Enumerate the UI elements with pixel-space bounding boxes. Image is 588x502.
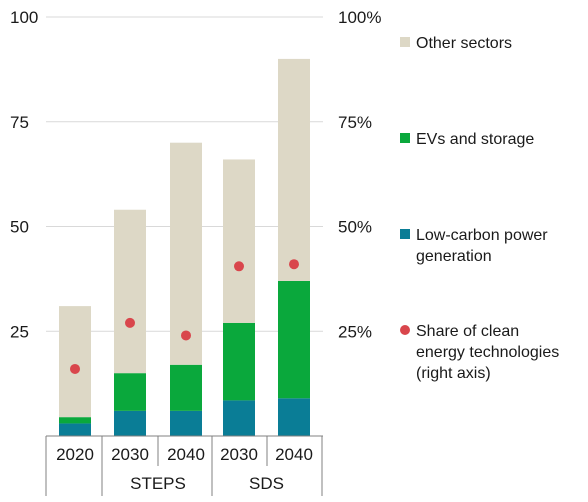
bar-segment: [59, 306, 91, 418]
category-label: 2040: [275, 445, 313, 464]
bar-segment: [59, 417, 91, 424]
category-label: 2020: [56, 445, 94, 464]
share-dot: [289, 259, 299, 270]
share-dot: [70, 363, 80, 374]
bar-segment: [114, 373, 146, 411]
bar-segment: [170, 364, 202, 411]
left-axis-tick-label: 25: [10, 322, 29, 341]
legend-label: Share of clean: [416, 323, 519, 340]
legend-swatch: [400, 37, 410, 47]
bar-segment: [170, 142, 202, 365]
bar-segment: [278, 280, 310, 399]
group-label: SDS: [249, 474, 284, 493]
right-axis-tick-label: 100%: [338, 8, 381, 27]
legend-label: generation: [416, 248, 492, 265]
left-axis-tick-label: 75: [10, 113, 29, 132]
share-dot: [234, 261, 244, 272]
right-axis-tick-label: 50%: [338, 218, 372, 237]
legend-label: Other sectors: [416, 35, 512, 52]
bar-segment: [223, 159, 255, 323]
legend-swatch: [400, 229, 410, 239]
category-label: 2030: [220, 445, 258, 464]
bars: [59, 58, 310, 436]
legend-label: (right axis): [416, 365, 491, 382]
category-label: 2030: [111, 445, 149, 464]
share-dot: [181, 330, 191, 341]
bar-segment: [59, 423, 91, 436]
left-axis-tick-label: 100: [10, 8, 38, 27]
category-label: 2040: [167, 445, 205, 464]
bar-segment: [223, 400, 255, 436]
bar-segment: [278, 58, 310, 281]
axes: 25 50 75 100 25% 50% 75% 100% 2020 2030 2040 2030 20…: [10, 8, 381, 496]
legend: Other sectors EVs and storage Low-carbon p…: [400, 35, 559, 382]
legend-swatch: [400, 133, 410, 143]
bar-segment: [170, 410, 202, 436]
bar-segment: [114, 209, 146, 374]
legend-label: energy technologies: [416, 344, 559, 361]
legend-marker: [400, 325, 410, 335]
legend-label: Low-carbon power: [416, 227, 548, 244]
right-axis-tick-label: 75%: [338, 113, 372, 132]
bar-segment: [114, 410, 146, 436]
share-dots: [70, 259, 299, 374]
share-dot: [125, 317, 135, 328]
right-axis-tick-label: 25%: [338, 322, 372, 341]
bar-segment: [223, 322, 255, 401]
legend-label: EVs and storage: [416, 131, 534, 148]
bar-segment: [278, 398, 310, 436]
group-label: STEPS: [130, 474, 186, 493]
left-axis-tick-label: 50: [10, 218, 29, 237]
